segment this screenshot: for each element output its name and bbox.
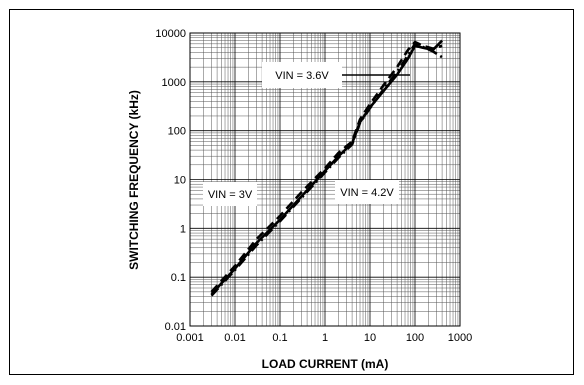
- plot-border: [189, 32, 461, 327]
- y-tick-label: 0.1: [171, 272, 186, 284]
- x-tick-label: 100: [406, 332, 424, 344]
- annotation-vin-3-6v: VIN = 3.6V: [262, 62, 410, 88]
- x-tick-label: 10: [364, 332, 376, 344]
- x-tick-label: 0.1: [272, 332, 287, 344]
- x-tick-labels: 0.001 0.01 0.1 1 10 100 1000: [176, 332, 472, 344]
- y-tick-label: 10000: [155, 28, 186, 40]
- x-tick-label: 1: [322, 332, 328, 344]
- annotation-box: [203, 182, 257, 206]
- series-layer: [210, 39, 444, 297]
- y-tick-labels: 0.01 0.1 1 10 100 1000 10000: [155, 28, 186, 333]
- annotation-vin-4-2v: VIN = 4.2V: [335, 180, 399, 204]
- x-axis-title: LOAD CURRENT (mA): [262, 357, 389, 371]
- annotation-label: VIN = 3.6V: [275, 70, 329, 82]
- major-grid: [189, 33, 460, 327]
- y-tick-label: 100: [168, 126, 186, 138]
- annotation-label: VIN = 4.2V: [340, 187, 394, 199]
- y-tick-label: 0.01: [165, 321, 186, 333]
- y-axis-title: SWITCHING FREQUENCY (kHz): [127, 90, 141, 270]
- x-tick-label: 0.001: [176, 332, 204, 344]
- annotation-box: [262, 62, 342, 88]
- x-tick-label: 0.01: [224, 332, 245, 344]
- y-tick-label: 10: [174, 175, 186, 187]
- annotation-vin-3v: VIN = 3V: [203, 182, 257, 206]
- chart-frame: 0.001 0.01 0.1 1 10 100 1000 0.01 0.1 1 10 100 1000…: [9, 9, 574, 375]
- x-tick-label: 1000: [448, 332, 472, 344]
- series-line-3: [210, 40, 443, 293]
- y-tick-label: 1: [180, 223, 186, 235]
- y-tick-label: 1000: [162, 77, 186, 89]
- annotation-label: VIN = 3V: [208, 189, 253, 201]
- switching-frequency-chart: 0.001 0.01 0.1 1 10 100 1000 0.010.11101001000…: [127, 28, 472, 371]
- annotation-box: [335, 180, 399, 204]
